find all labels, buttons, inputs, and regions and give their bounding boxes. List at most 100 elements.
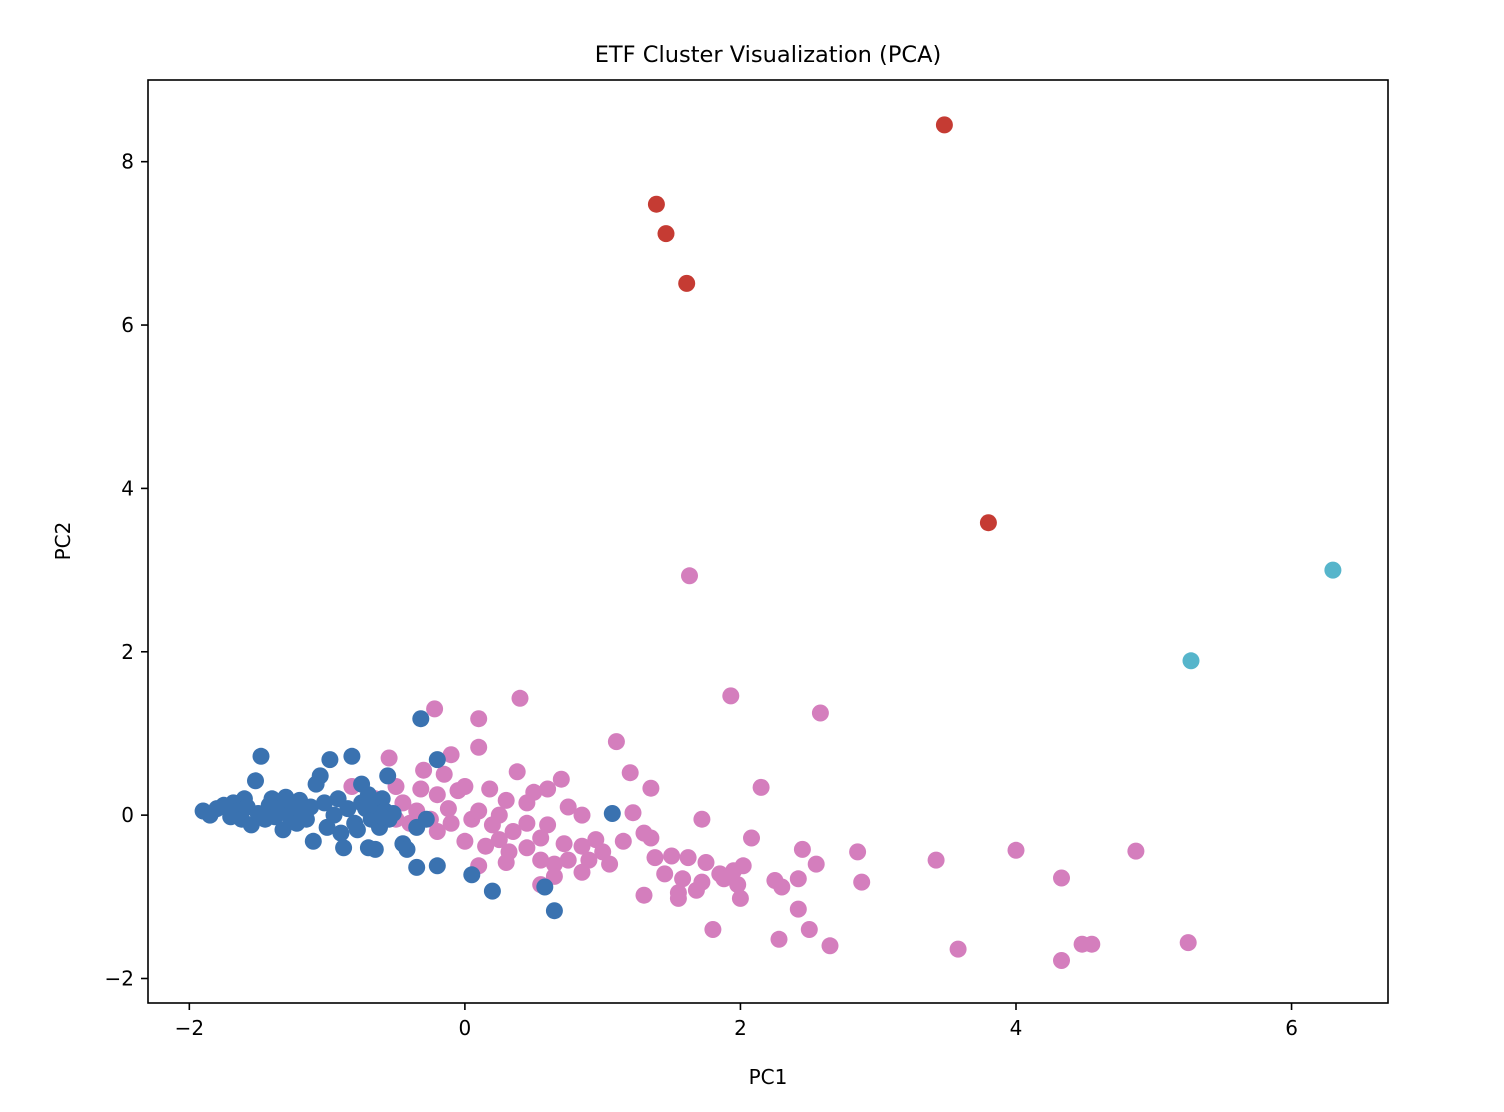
scatter-point <box>353 794 371 812</box>
scatter-point <box>247 772 264 790</box>
scatter-point <box>559 798 577 816</box>
scatter-point <box>734 857 752 875</box>
scatter-point <box>339 800 357 818</box>
scatter-point <box>979 514 997 532</box>
chart-title: ETF Cluster Visualization (PCA) <box>595 42 942 68</box>
scatter-point <box>681 567 698 585</box>
scatter-point <box>603 805 621 822</box>
scatter-point <box>663 847 681 865</box>
scatter-point <box>573 837 591 855</box>
scatter-point <box>693 810 711 828</box>
scatter-point <box>304 832 322 850</box>
scatter-point <box>483 882 501 900</box>
scatter-point <box>559 851 577 869</box>
x-tick-label: 4 <box>1010 1016 1023 1040</box>
scatter-point <box>428 786 446 804</box>
scatter-point <box>678 274 696 292</box>
scatter-point <box>935 116 953 134</box>
scatter-point <box>321 751 339 769</box>
scatter-point <box>669 889 687 907</box>
scatter-point <box>539 816 557 834</box>
scatter-point <box>674 870 692 888</box>
y-tick-label: −2 <box>105 966 134 990</box>
scatter-point <box>624 804 642 822</box>
scatter-point <box>621 764 639 782</box>
y-tick-label: 4 <box>121 476 134 500</box>
scatter-point <box>456 778 474 795</box>
scatter-point <box>511 689 529 707</box>
scatter-point <box>657 225 675 243</box>
data-points <box>194 116 1342 969</box>
plot-frame <box>147 79 1389 1004</box>
scatter-point <box>315 794 333 812</box>
scatter-point <box>380 749 398 767</box>
scatter-point <box>463 866 481 884</box>
scatter-point <box>545 855 563 873</box>
scatter-point <box>490 831 508 849</box>
scatter-point <box>729 876 747 894</box>
y-tick-label: 0 <box>121 803 134 827</box>
scatter-point <box>697 854 715 871</box>
scatter-point <box>508 763 526 781</box>
y-tick-label: 2 <box>121 640 134 664</box>
scatter-point <box>693 873 711 891</box>
scatter-point <box>412 780 430 798</box>
scatter-point <box>1053 869 1070 887</box>
scatter-point <box>635 886 653 904</box>
x-axis-ticks: −2 0 2 4 6 <box>175 1003 1298 1040</box>
x-tick-label: 0 <box>459 1016 472 1040</box>
scatter-point <box>373 808 391 826</box>
scatter-point <box>442 814 460 832</box>
y-axis-label: PC2 <box>51 522 75 561</box>
scatter-point <box>470 710 488 728</box>
scatter-point <box>647 195 665 213</box>
scatter-point <box>539 780 557 798</box>
scatter-point <box>456 832 474 850</box>
scatter-point <box>789 870 807 888</box>
scatter-point <box>1083 935 1101 953</box>
scatter-point <box>853 873 871 891</box>
scatter-point <box>607 733 625 751</box>
scatter-point <box>415 761 433 779</box>
scatter-point <box>442 746 460 764</box>
x-axis-label: PC1 <box>749 1065 788 1089</box>
x-tick-label: 6 <box>1285 1016 1298 1040</box>
scatter-point <box>477 837 495 855</box>
scatter-point <box>379 767 397 785</box>
scatter-point <box>398 840 416 858</box>
scatter-point <box>601 855 619 873</box>
x-tick-label: −2 <box>175 1016 204 1040</box>
scatter-point <box>428 751 446 769</box>
scatter-point <box>518 794 536 812</box>
scatter-point <box>770 930 788 948</box>
scatter-point <box>532 829 550 847</box>
scatter-point <box>274 821 292 839</box>
scatter-point <box>1182 652 1200 670</box>
scatter-point <box>536 878 554 896</box>
scatter-point <box>642 779 660 797</box>
y-axis-ticks: −2 0 2 4 6 8 <box>105 150 148 990</box>
scatter-point <box>807 855 825 873</box>
scatter-point <box>646 849 664 867</box>
scatter-point <box>481 780 499 798</box>
scatter-point <box>722 687 740 705</box>
scatter-point <box>252 747 270 765</box>
scatter-point <box>752 778 770 796</box>
scatter-point <box>366 840 384 858</box>
scatter-point <box>408 858 426 876</box>
scatter-point <box>335 839 353 857</box>
scatter-point <box>552 770 570 788</box>
scatter-point <box>927 851 945 869</box>
scatter-point <box>545 902 563 920</box>
scatter-point <box>439 800 457 818</box>
scatter-point <box>656 865 674 883</box>
scatter-point <box>773 878 791 896</box>
scatter-point <box>573 863 591 881</box>
scatter-point <box>504 823 522 840</box>
scatter-point <box>1127 842 1145 860</box>
scatter-point <box>1179 934 1197 952</box>
scatter-point <box>731 889 749 907</box>
scatter-point <box>497 791 515 809</box>
